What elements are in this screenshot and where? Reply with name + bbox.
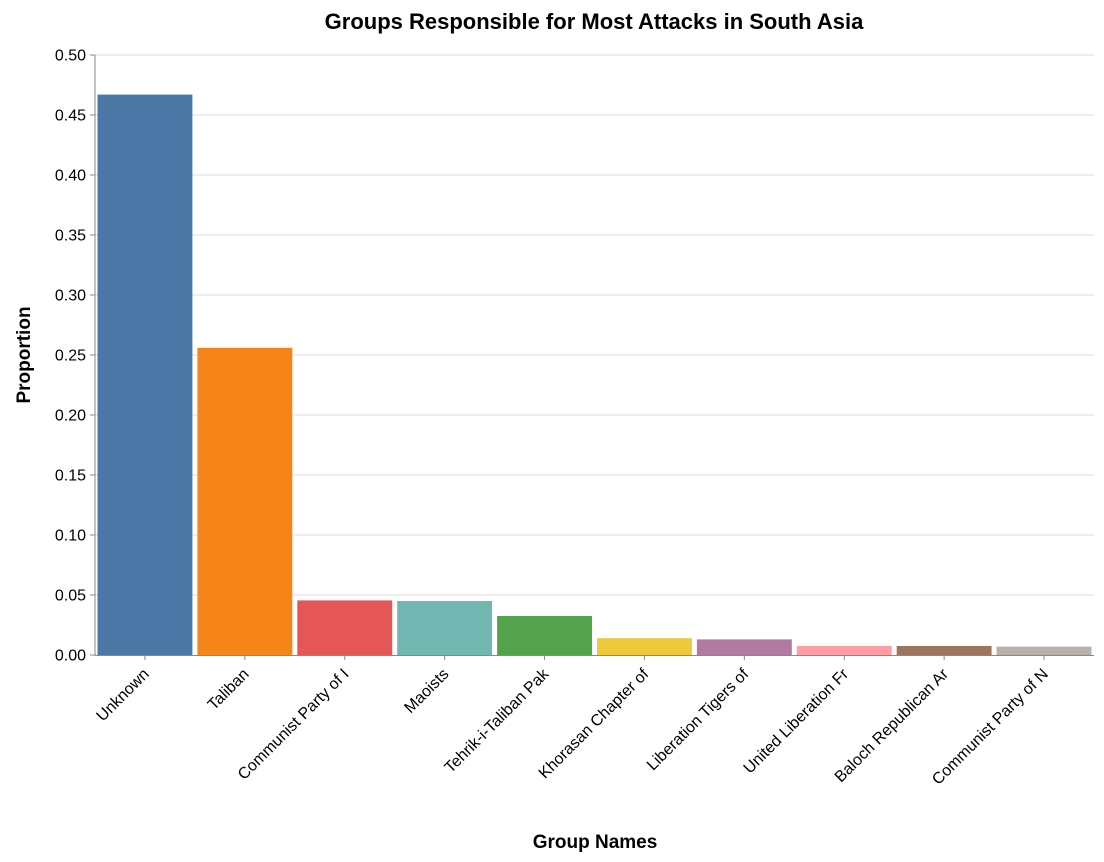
y-tick-label: 0.35 — [55, 228, 86, 245]
y-tick-label: 0.15 — [55, 468, 86, 485]
x-tick-label: Maoists — [401, 666, 452, 717]
x-tick-label: Communist Party of N — [929, 666, 1052, 789]
x-tick-label: Taliban — [205, 666, 253, 714]
x-tick-label: Khorasan Chapter of — [536, 665, 653, 782]
bar — [796, 646, 892, 655]
y-tick-label: 0.00 — [55, 648, 86, 665]
y-tick-label: 0.10 — [55, 528, 86, 545]
bars — [97, 94, 1092, 656]
bar — [297, 600, 393, 655]
y-axis-title: Proportion — [14, 306, 35, 403]
bar — [896, 646, 992, 655]
y-tick-label: 0.20 — [55, 408, 86, 425]
bar — [197, 347, 293, 655]
y-tick-label: 0.25 — [55, 348, 86, 365]
chart-title: Groups Responsible for Most Attacks in S… — [325, 9, 864, 34]
bar — [397, 601, 493, 655]
x-tick-label: Communist Party of I — [235, 666, 353, 784]
bar — [597, 638, 692, 655]
x-tick-label: Baloch Republican Ar — [832, 665, 953, 786]
x-axis-title: Group Names — [533, 832, 658, 853]
y-tick-label: 0.45 — [55, 108, 86, 125]
x-tick-label: Liberation Tigers of — [644, 665, 753, 774]
y-tick-label: 0.50 — [55, 48, 86, 65]
x-tick-label: United Liberation Fr — [741, 665, 853, 777]
y-tick-label: 0.30 — [55, 288, 86, 305]
bar — [497, 616, 592, 655]
bar — [696, 639, 792, 655]
y-tick-label: 0.40 — [55, 168, 86, 185]
bar — [97, 94, 193, 656]
x-tick-label: Tehrik-i-Taliban Pak — [442, 665, 553, 776]
y-tick-label: 0.05 — [55, 588, 86, 605]
x-tick-label: Unknown — [94, 666, 153, 725]
bar — [996, 646, 1092, 655]
